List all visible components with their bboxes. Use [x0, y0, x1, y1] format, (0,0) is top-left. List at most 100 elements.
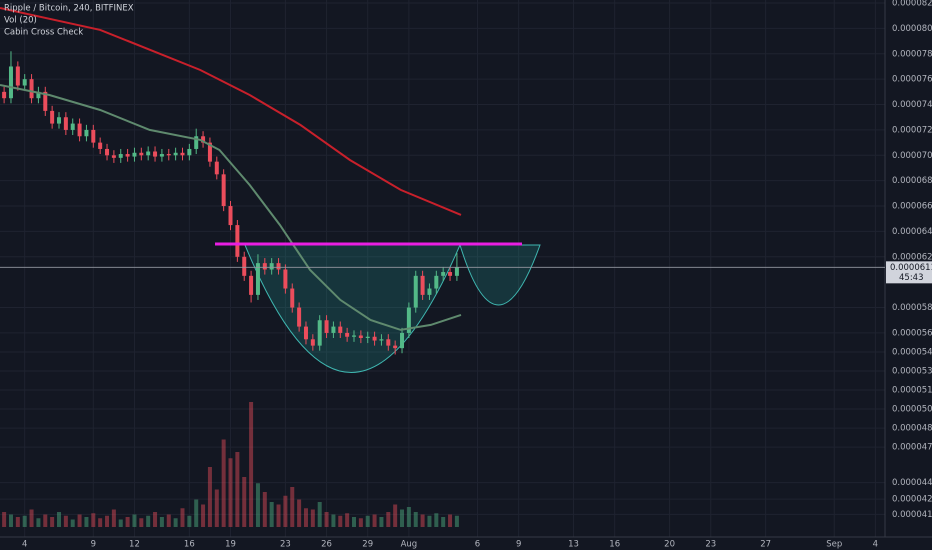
- y-tick-label: 0.00005300: [892, 366, 932, 376]
- volume-bar: [413, 512, 418, 527]
- x-tick-label: 9: [516, 540, 521, 550]
- candle-body: [420, 275, 425, 295]
- x-tick-label: 23: [705, 540, 716, 550]
- volume-bar: [269, 502, 274, 527]
- handle-drawing: [459, 244, 541, 306]
- candle-body: [400, 332, 405, 349]
- moving-average: [0, 84, 462, 331]
- volume-bar: [22, 515, 27, 527]
- volume-bar: [324, 512, 329, 527]
- candle-body: [50, 110, 55, 124]
- volume-bar: [406, 507, 411, 527]
- volume-bar: [159, 517, 164, 527]
- volume-bar: [57, 512, 61, 527]
- volume-bar: [146, 515, 151, 527]
- volume-bar: [386, 512, 391, 527]
- candle-body: [317, 320, 322, 346]
- y-tick-label: 0.00005150: [892, 386, 932, 396]
- candle-body: [365, 336, 370, 339]
- volume-bar: [331, 514, 336, 527]
- y-tick-label: 0.00005450: [892, 347, 932, 357]
- candle-body: [91, 129, 96, 143]
- candle-body: [276, 263, 281, 270]
- volume-bar: [132, 514, 137, 527]
- candle-body: [187, 148, 192, 156]
- candle-body: [15, 66, 20, 86]
- volume-bar: [153, 512, 158, 527]
- volume-bar: [400, 509, 405, 527]
- candle-body: [105, 148, 110, 156]
- candle-body: [139, 152, 144, 156]
- marks: [0, 7, 462, 527]
- x-tick-label: 12: [129, 540, 140, 550]
- candle-body: [358, 335, 363, 339]
- volume-bar: [207, 467, 212, 527]
- countdown: 45:43: [899, 273, 924, 283]
- volume-bar: [187, 515, 192, 527]
- candle-body: [338, 326, 343, 333]
- volume-bar: [77, 514, 82, 527]
- volume-bar: [345, 513, 350, 527]
- candle-body: [386, 339, 391, 346]
- volume-bar: [317, 502, 322, 527]
- volume-bar: [276, 504, 281, 527]
- candle-body: [29, 79, 34, 99]
- x-tick-label: 6: [475, 540, 480, 550]
- candle-body: [221, 174, 226, 207]
- indicator-label: Cabin Cross Check: [4, 28, 83, 38]
- candle-body: [454, 267, 459, 276]
- candle-body: [43, 91, 48, 111]
- x-tick-label: 13: [568, 540, 579, 550]
- y-tick-label: 0.00004850: [892, 424, 932, 434]
- candle-body: [324, 320, 329, 333]
- candle-body: [379, 339, 384, 341]
- candle-body: [84, 129, 89, 137]
- volume-bar: [290, 487, 295, 527]
- volume-bar: [84, 517, 89, 527]
- volume-bar: [63, 515, 68, 527]
- candle-body: [310, 339, 315, 346]
- y-tick-label: 0.00006400: [892, 227, 932, 237]
- candle-body: [194, 136, 199, 149]
- volume-bar: [15, 517, 20, 527]
- volume-bar: [441, 517, 446, 527]
- y-tick-label: 0.00005800: [892, 303, 932, 313]
- volume-bar: [235, 452, 240, 527]
- candle-body: [153, 151, 158, 157]
- volume-bar: [283, 495, 288, 527]
- candle-body: [290, 288, 295, 308]
- candle-body: [255, 263, 260, 295]
- candle-body: [413, 275, 418, 308]
- candle-body: [434, 275, 439, 289]
- candle-body: [166, 154, 171, 156]
- candle-body: [441, 272, 446, 276]
- volume-bar: [98, 518, 103, 527]
- moving-average: [0, 7, 462, 216]
- volume-bar: [352, 517, 356, 527]
- candle-body: [8, 66, 13, 99]
- x-tick-label: 9: [91, 540, 96, 550]
- candle-body: [228, 206, 233, 226]
- volume-bar: [454, 515, 459, 527]
- volume-bar: [118, 519, 123, 527]
- y-tick-label: 0.00008000: [892, 24, 932, 34]
- volume-bar: [50, 517, 55, 527]
- volume-bar: [125, 517, 130, 527]
- y-tick-label: 0.00006600: [892, 202, 932, 212]
- candle-body: [22, 79, 27, 86]
- volume-bar: [214, 489, 219, 527]
- y-tick-label: 0.00007000: [892, 151, 932, 161]
- volume-bar: [91, 513, 96, 527]
- candle-body: [2, 91, 7, 99]
- candle-body: [283, 269, 288, 289]
- candle-body: [427, 288, 432, 295]
- volume-bar: [434, 513, 439, 527]
- candle-body: [77, 123, 82, 137]
- volume-bar: [420, 514, 425, 527]
- volume-bar: [262, 492, 267, 527]
- y-tick-label: 0.00006200: [892, 252, 932, 262]
- volume-bar: [173, 518, 178, 527]
- y-tick-label: 0.00005000: [892, 405, 932, 415]
